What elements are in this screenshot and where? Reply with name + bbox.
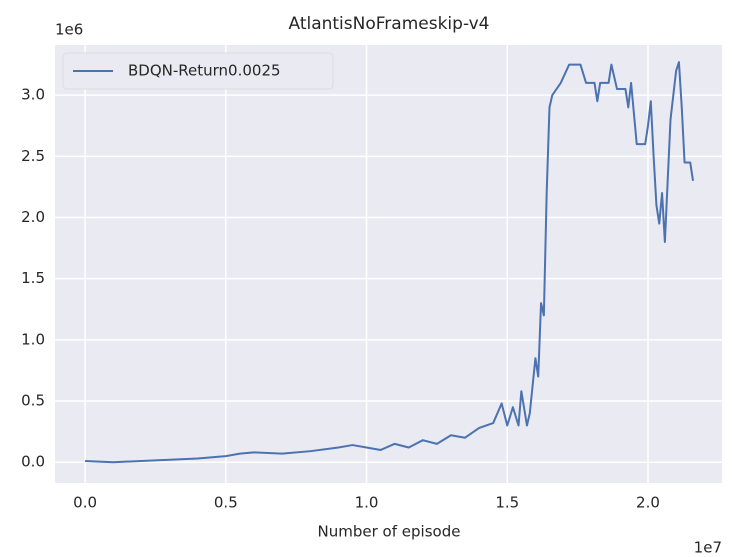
chart-title: AtlantisNoFrameskip-v4 [288,14,489,34]
line-series [85,61,694,464]
y-tick-label: 0.0 [21,453,45,471]
marks [85,61,694,464]
x-tick-label: 0.0 [73,494,97,512]
x-tick-label: 0.5 [214,494,238,512]
x-tick-label: 1.5 [495,494,519,512]
y-tick-label: 3.0 [21,86,45,104]
y-tick-label: 2.0 [21,208,45,226]
x-axis-label: Number of episode [318,523,461,541]
x-tick-label: 1.0 [355,494,379,512]
legend-box [62,52,334,90]
x-offset-label: 1e7 [694,539,722,557]
legend-label: BDQN-Return0.0025 [128,62,281,80]
y-tick-label: 1.0 [21,330,45,348]
y-offset-label: 1e6 [55,21,83,39]
y-tick-label: 1.5 [21,269,45,287]
plot-area [55,45,722,483]
x-tick-label: 2.0 [636,494,660,512]
y-tick-label: 2.5 [21,147,45,165]
y-tick-label: 0.5 [21,392,45,410]
